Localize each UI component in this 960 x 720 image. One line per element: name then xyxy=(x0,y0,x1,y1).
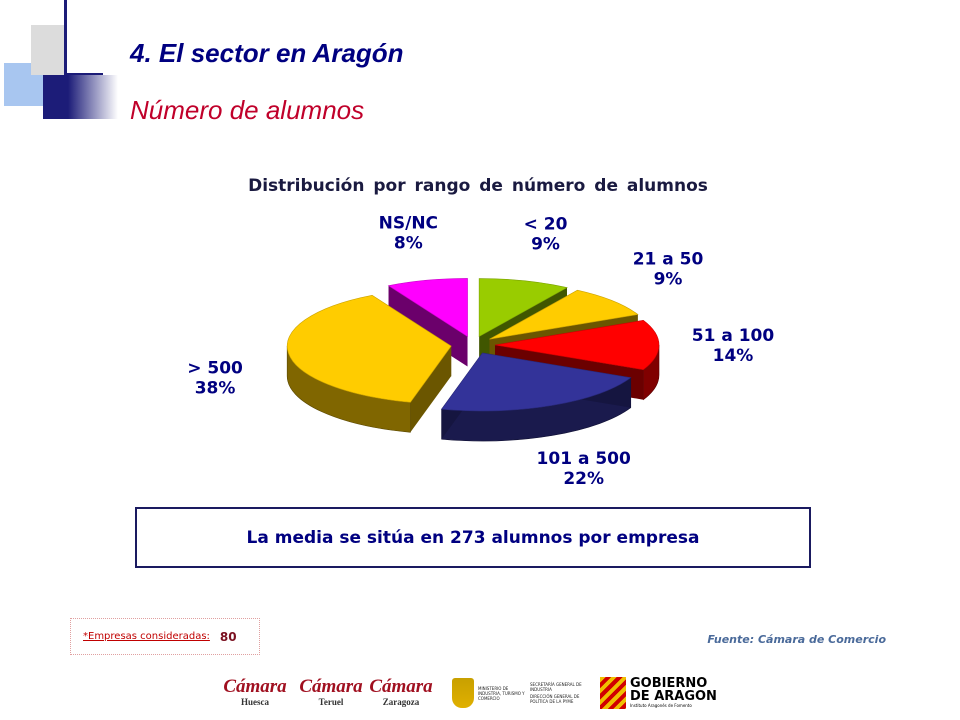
data-label-value: 14% xyxy=(713,346,754,366)
data-label-value: 38% xyxy=(195,379,236,399)
data-label-value: 8% xyxy=(394,234,423,254)
footnote-value: 80 xyxy=(219,629,237,644)
data-label-500: > 500 38% xyxy=(187,359,243,399)
footnote-box: *Empresas consideradas: 80 xyxy=(70,618,260,655)
data-label-101-a-500: 101 a 500 22% xyxy=(537,449,631,489)
chart-title: Distribución por rango de número de alum… xyxy=(248,176,708,196)
data-label-21-a-50: 21 a 50 9% xyxy=(633,249,704,289)
header-decoration xyxy=(0,0,130,125)
source-note: Fuente: Cámara de Comercio xyxy=(707,633,886,646)
page-subtitle: Número de alumnos xyxy=(130,95,365,125)
pie-slice-101-a-500 xyxy=(441,352,632,412)
gobierno-line2: DE ARAGON xyxy=(630,689,717,704)
pie-slice-51-a-100 xyxy=(494,319,660,371)
pie-slice-500 xyxy=(286,294,452,403)
data-label-20: < 20 9% xyxy=(524,215,568,255)
data-label-ns-nc: NS/NC 8% xyxy=(379,214,438,254)
logo-camara-teruel: Cámara Teruel xyxy=(298,672,364,712)
logo-camara-zaragoza: Cámara Zaragoza xyxy=(368,672,434,712)
data-label-name: NS/NC xyxy=(379,214,438,234)
data-label-51-a-100: 51 a 100 14% xyxy=(692,326,775,366)
ministerio-line1: MINISTERIO DE INDUSTRIA, TURISMO Y COMER… xyxy=(478,685,525,701)
logo-gobierno-aragon: GOBIERNO DE ARAGON Instituto Aragonés de… xyxy=(600,674,720,712)
pie-slice-ns-nc xyxy=(387,278,468,338)
data-label-value: 22% xyxy=(563,469,604,489)
summary-box: La media se sitúa en 273 alumnos por emp… xyxy=(135,507,811,568)
logo-camara-zaragoza-city: Zaragoza xyxy=(382,697,420,707)
logo-camara-huesca: Cámara Huesca xyxy=(222,672,288,712)
data-label-name: 101 a 500 xyxy=(537,449,631,469)
aragon-flag-icon xyxy=(600,677,626,709)
gobierno-line3: Instituto Aragonés de Fomento xyxy=(630,703,692,708)
page-title: 4. El sector en Aragón xyxy=(130,38,404,68)
logo-camara-teruel-main: Cámara xyxy=(299,676,363,697)
logo-camara-teruel-city: Teruel xyxy=(318,697,344,707)
logo-camara-zaragoza-main: Cámara xyxy=(369,676,433,697)
pie-slice-20 xyxy=(478,278,568,338)
data-label-name: < 20 xyxy=(524,215,568,235)
summary-text: La media se sitúa en 273 alumnos por emp… xyxy=(246,527,700,548)
ministerio-line2: SECRETARÍA GENERAL DE INDUSTRIA xyxy=(530,682,582,692)
pie-slice-21-a-50 xyxy=(489,289,639,340)
gobierno-line1: GOBIERNO xyxy=(630,676,708,691)
data-label-name: 51 a 100 xyxy=(692,326,775,346)
data-label-name: > 500 xyxy=(187,359,243,379)
logo-camara-huesca-main: Cámara xyxy=(223,676,287,697)
data-label-value: 9% xyxy=(654,269,683,289)
logo-ministerio: MINISTERIO DE INDUSTRIA, TURISMO Y COMER… xyxy=(452,676,590,710)
coat-of-arms-icon xyxy=(452,678,474,708)
data-label-name: 21 a 50 xyxy=(633,249,704,269)
ministerio-line3: DIRECCIÓN GENERAL DE POLÍTICA DE LA PYME xyxy=(530,694,580,704)
data-label-value: 9% xyxy=(531,235,560,255)
footnote-label: *Empresas consideradas: xyxy=(83,631,210,642)
logo-camara-huesca-city: Huesca xyxy=(241,697,269,707)
